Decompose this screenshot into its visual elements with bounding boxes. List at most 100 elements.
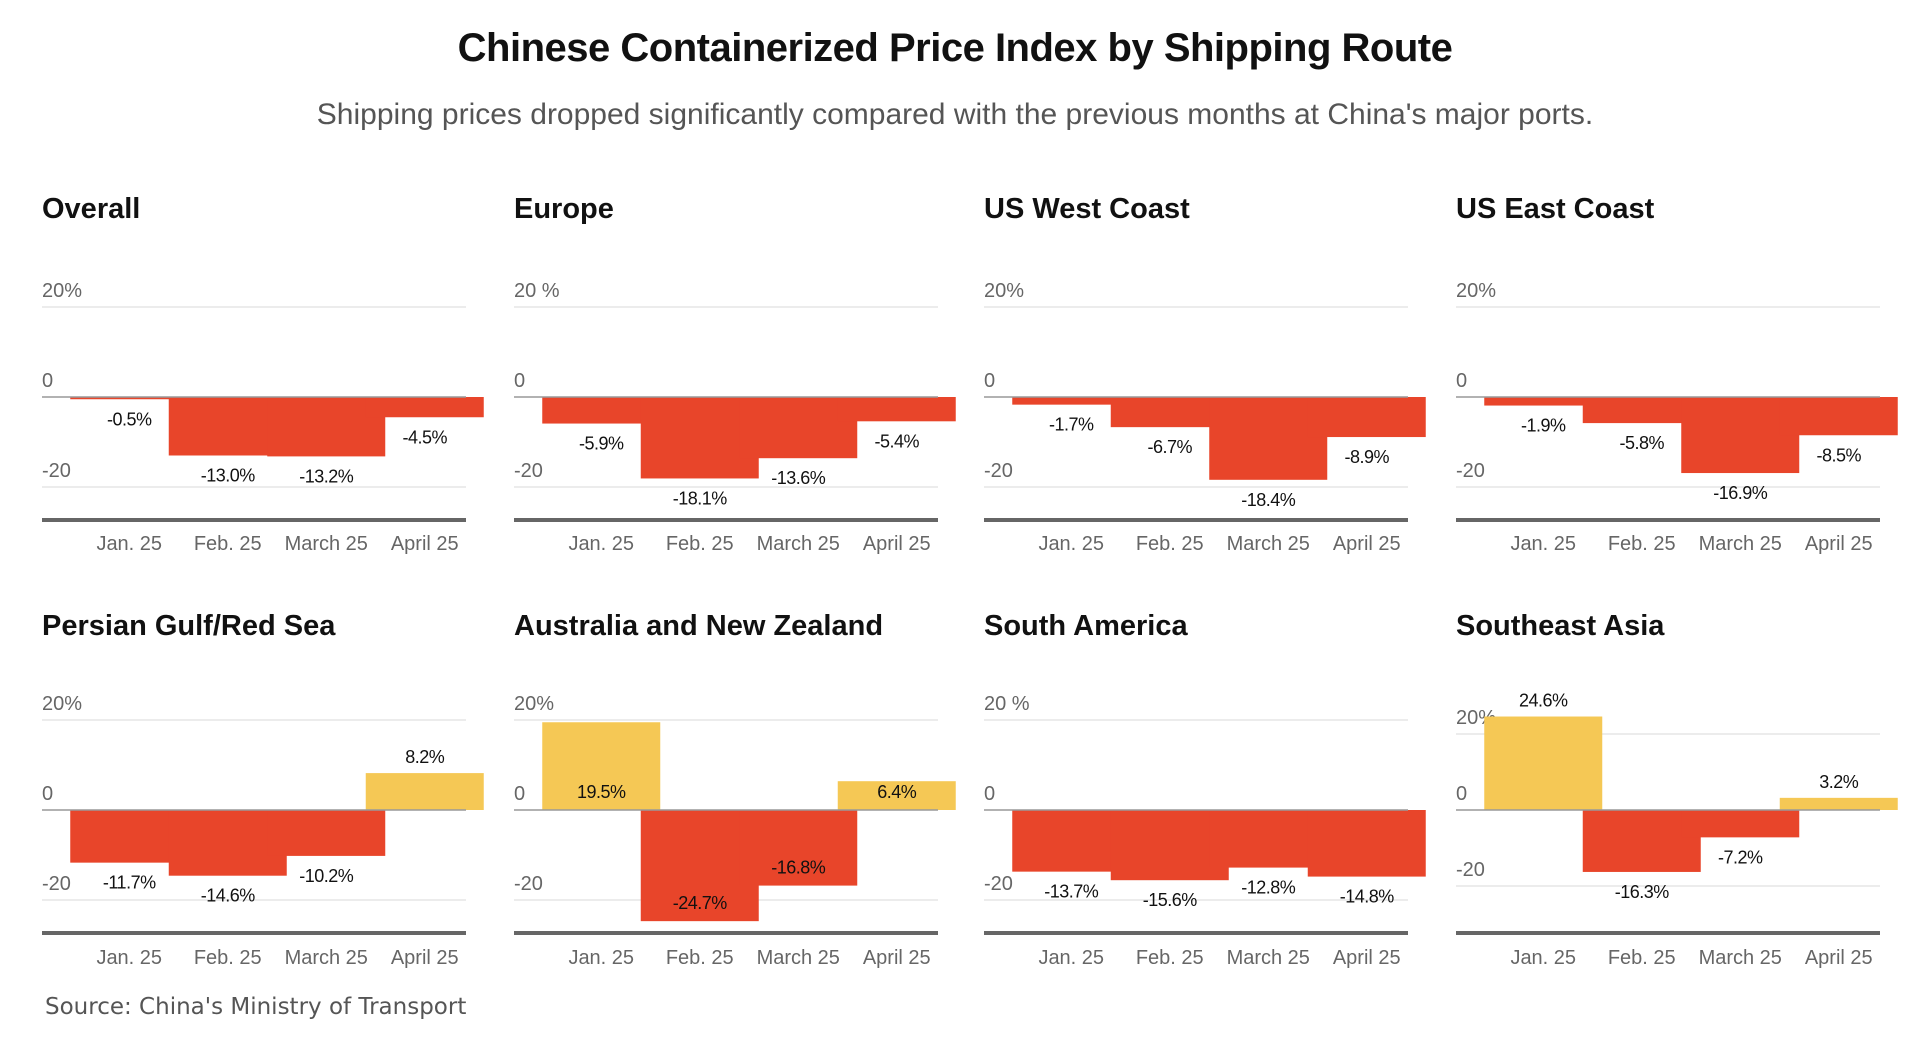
bar [1484,397,1603,406]
y-tick-label: 0 [1456,370,1467,392]
x-tick-label: Feb. 25 [194,947,262,969]
bar [542,397,661,424]
bar [1012,397,1131,405]
panel-title: Australia and New Zealand [514,610,883,642]
panel-title: US West Coast [984,193,1190,225]
value-label: -5.4% [874,431,919,451]
panel-overall: Overall 20% 0 -20 -0.5% Jan. 25 -13.0% Feb. 25 -… [42,193,484,555]
panel-title: South America [984,610,1188,642]
value-label: -11.7% [103,873,156,893]
x-tick-label: Feb. 25 [666,533,734,555]
y-tick-label: 20 % [984,693,1030,715]
bar [542,722,661,810]
x-tick-label: March 25 [285,947,368,969]
y-tick-label: -20 [42,873,71,895]
bar [640,810,759,922]
y-tick-label: 0 [514,370,525,392]
bar [1012,810,1131,872]
x-tick-label: April 25 [1333,533,1401,555]
value-label: -0.5% [107,409,152,429]
x-tick-label: March 25 [1227,947,1310,969]
bar [1110,397,1229,428]
y-tick-label: 0 [984,370,995,392]
bar [837,397,956,422]
bar [1681,397,1800,474]
x-tick-label: April 25 [1805,947,1873,969]
bar [168,810,287,876]
x-tick-label: March 25 [1699,947,1782,969]
panel-title: Europe [514,193,614,225]
y-tick-label: -20 [514,460,543,482]
x-tick-label: Jan. 25 [1510,947,1576,969]
x-tick-label: Feb. 25 [1608,947,1676,969]
value-label: 19.5% [577,782,626,802]
x-tick-label: Jan. 25 [1510,533,1576,555]
value-label: -5.9% [579,434,624,454]
bar [640,397,759,479]
value-label: -13.6% [771,468,826,488]
x-tick-label: Jan. 25 [568,533,634,555]
value-label: 6.4% [877,782,917,802]
panel-title: US East Coast [1456,193,1655,225]
value-label: -7.2% [1718,847,1763,867]
source-note: Source: China's Ministry of Transport [45,994,467,1020]
y-tick-label: 0 [514,783,525,805]
x-tick-label: Jan. 25 [96,947,162,969]
value-label: -1.9% [1521,416,1566,436]
x-tick-label: Jan. 25 [1038,947,1104,969]
panel-australia-and-new-zealand: Australia and New Zealand 20% 0 -20 19.5% Jan… [514,610,956,969]
x-tick-label: Feb. 25 [1608,533,1676,555]
x-tick-label: Feb. 25 [1136,947,1204,969]
bar [267,810,386,856]
y-tick-label: -20 [984,873,1013,895]
x-tick-label: Feb. 25 [194,533,262,555]
x-tick-label: March 25 [757,533,840,555]
value-label: -5.8% [1619,433,1664,453]
y-tick-label: -20 [984,460,1013,482]
x-tick-label: March 25 [1699,533,1782,555]
value-label: -24.7% [673,893,728,913]
bar [1779,797,1898,810]
x-tick-label: Jan. 25 [568,947,634,969]
bar [739,810,858,886]
panel-us-west-coast: US West Coast 20% 0 -20 -1.7% Jan. 25 -6.7% Feb… [984,193,1426,555]
bar [365,773,484,810]
bar [1484,716,1603,810]
y-tick-label: -20 [1456,460,1485,482]
bar [365,397,484,418]
y-tick-label: 0 [42,783,53,805]
value-label: -14.6% [201,886,256,906]
bar [1582,397,1701,424]
value-label: -13.2% [299,466,354,486]
x-tick-label: Feb. 25 [1136,533,1204,555]
value-label: -14.8% [1340,887,1395,907]
panel-persian-gulf-red-sea: Persian Gulf/Red Sea 20% 0 -20 -11.7% Jan. 25… [42,610,484,969]
x-tick-label: April 25 [1805,533,1873,555]
value-label: -10.2% [299,866,354,886]
panel-south-america: South America 20 % 0 -20 -13.7% Jan. 25 -15.6%… [984,610,1426,969]
x-tick-label: March 25 [757,947,840,969]
y-tick-label: 0 [984,783,995,805]
chart-subtitle: Shipping prices dropped significantly co… [316,98,1594,131]
bar [168,397,287,456]
panel-title: Persian Gulf/Red Sea [42,610,336,642]
value-label: -6.7% [1147,437,1192,457]
y-tick-label: 0 [1456,783,1467,805]
x-tick-label: April 25 [391,947,459,969]
value-label: 3.2% [1819,772,1859,792]
y-tick-label: -20 [42,460,71,482]
panel-title: Southeast Asia [1456,610,1665,642]
y-tick-label: 20% [1456,280,1496,302]
x-tick-label: March 25 [1227,533,1310,555]
value-label: -18.1% [673,488,728,508]
value-label: -4.5% [402,427,447,447]
x-tick-label: Jan. 25 [96,533,162,555]
x-tick-label: April 25 [863,947,931,969]
value-label: -8.9% [1344,447,1389,467]
value-label: 24.6% [1519,691,1568,711]
value-label: -16.9% [1713,483,1768,503]
bar [1209,810,1328,868]
bar [739,397,858,459]
x-tick-label: April 25 [863,533,931,555]
